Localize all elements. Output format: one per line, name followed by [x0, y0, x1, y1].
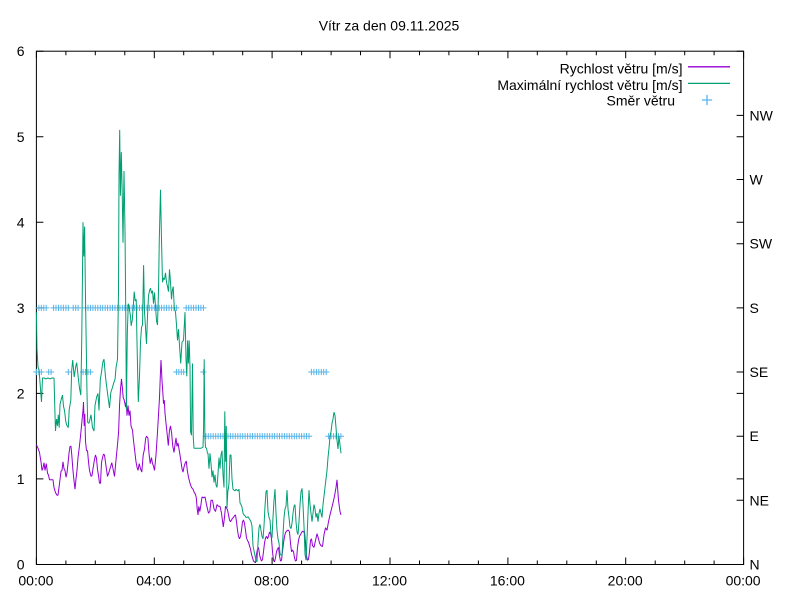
svg-text:Směr větru: Směr větru	[607, 93, 675, 109]
svg-text:0: 0	[17, 557, 25, 573]
svg-text:04:00: 04:00	[136, 573, 171, 589]
svg-text:E: E	[750, 428, 759, 444]
svg-text:SE: SE	[750, 364, 769, 380]
svg-text:1: 1	[17, 471, 25, 487]
svg-text:S: S	[750, 300, 759, 316]
svg-text:08:00: 08:00	[254, 573, 289, 589]
svg-text:12:00: 12:00	[372, 573, 407, 589]
svg-text:20:00: 20:00	[608, 573, 643, 589]
svg-text:4: 4	[17, 214, 25, 230]
svg-text:W: W	[750, 172, 764, 188]
svg-text:2: 2	[17, 385, 25, 401]
svg-text:00:00: 00:00	[726, 573, 761, 589]
svg-text:N: N	[750, 557, 760, 573]
svg-text:3: 3	[17, 300, 25, 316]
svg-text:5: 5	[17, 129, 25, 145]
svg-text:NE: NE	[750, 492, 769, 508]
svg-text:00:00: 00:00	[18, 573, 53, 589]
svg-text:SW: SW	[750, 236, 773, 252]
svg-text:16:00: 16:00	[490, 573, 525, 589]
svg-text:Rychlost větru [m/s]: Rychlost větru [m/s]	[560, 60, 683, 76]
svg-text:NW: NW	[750, 107, 774, 123]
svg-text:Vítr za den 09.11.2025: Vítr za den 09.11.2025	[319, 18, 460, 34]
svg-text:Maximální rychlost větru [m/s]: Maximální rychlost větru [m/s]	[497, 77, 682, 93]
svg-text:6: 6	[17, 43, 25, 59]
